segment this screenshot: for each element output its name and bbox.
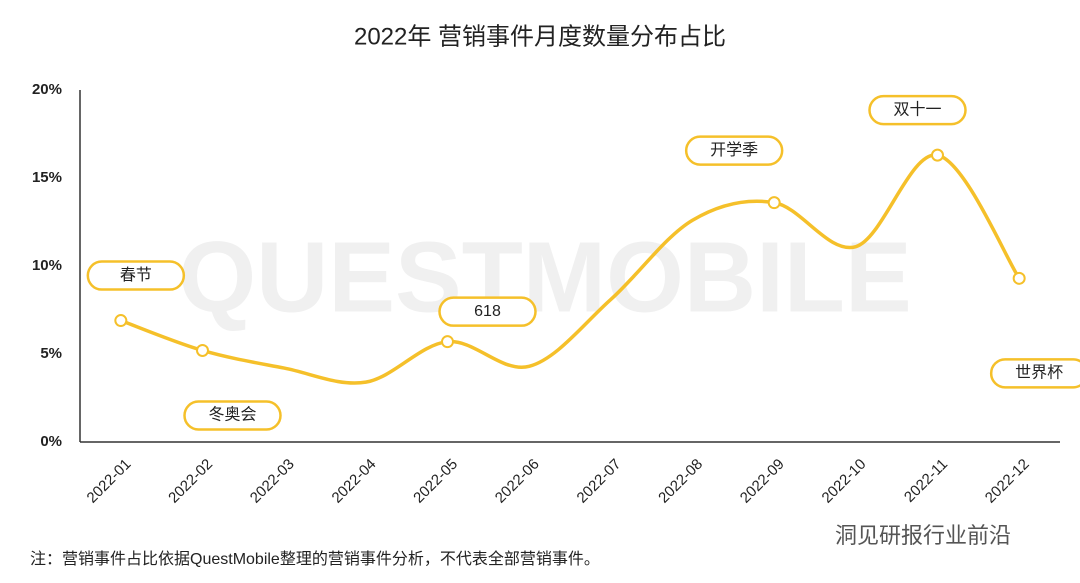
x-tick-label: 2022-06 [492, 456, 543, 507]
x-tick-label: 2022-12 [982, 456, 1033, 507]
annotation: 冬奥会 [208, 406, 256, 424]
event-marker [931, 148, 944, 162]
y-tick-label: 15% [32, 169, 62, 186]
footnote: 注：营销事件占比依据QuestMobile整理的营销事件分析，不代表全部营销事件… [30, 550, 600, 568]
chart-title: 2022年 营销事件月度数量分布占比 [354, 23, 726, 50]
event-marker [196, 343, 209, 357]
x-tick-label: 2022-10 [819, 456, 870, 507]
annotation: 世界杯 [1015, 364, 1063, 382]
y-tick-label: 0% [40, 433, 62, 450]
y-tick-label: 5% [40, 345, 62, 362]
event-marker [441, 335, 454, 349]
event-marker [114, 314, 128, 328]
annotation-box [183, 400, 282, 431]
source: 洞见研报行业前沿 [835, 523, 1011, 548]
y-tick-label: 20% [32, 81, 62, 98]
annotation-box [989, 358, 1080, 389]
x-tick-label: 2022-11 [901, 456, 951, 506]
watermark: QUESTMOBILE [178, 221, 911, 333]
annotation: 开学季 [710, 141, 758, 159]
x-tick-label: 2022-02 [165, 456, 216, 507]
y-tick-label: 10% [32, 257, 62, 274]
x-tick-label: 2022-01 [84, 456, 135, 507]
annotation-box [684, 135, 784, 166]
event-marker [767, 196, 781, 210]
x-tick-label: 2022-07 [574, 456, 625, 507]
x-tick-label: 2022-09 [737, 456, 788, 507]
x-tick-label: 2022-05 [410, 456, 461, 507]
event-marker [1012, 271, 1026, 285]
annotation-box [868, 94, 967, 126]
annotation-box [86, 260, 186, 291]
x-tick-label: 2022-04 [329, 456, 380, 507]
x-tick-label: 2022-08 [655, 456, 706, 507]
annotation: 双十一 [893, 100, 941, 118]
annotation: 618 [474, 303, 501, 320]
x-tick-label: 2022-03 [247, 456, 298, 507]
annotation-box [438, 296, 537, 327]
line [120, 153, 1021, 385]
annotation: 春节 [120, 266, 152, 284]
